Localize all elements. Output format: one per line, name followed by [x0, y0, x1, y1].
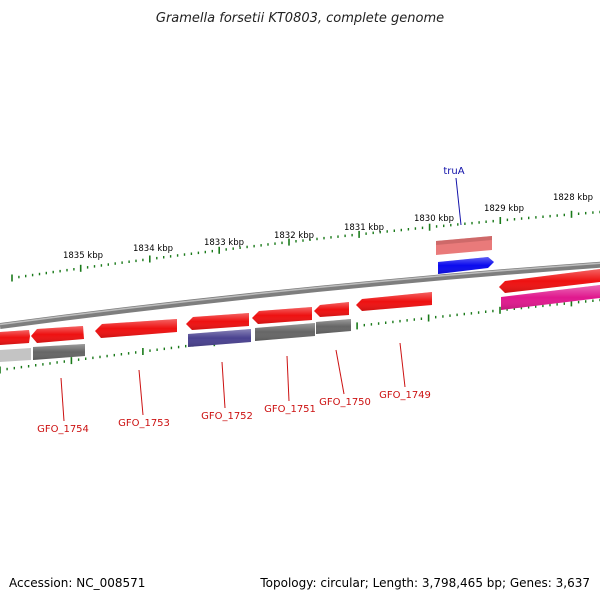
scale-labels: 1835 kbp 1834 kbp 1833 kbp 1832 kbp 1831…	[63, 193, 593, 261]
gene-shade	[255, 323, 315, 341]
map-title: Gramella forsetii KT0803, complete genom…	[156, 11, 444, 26]
forward-genes	[0, 269, 600, 345]
leader-trua	[455, 177, 462, 226]
gene-shade	[356, 292, 432, 311]
accession-text: Accession: NC_008571	[9, 576, 146, 590]
scale-label-1829: 1829 kbp	[484, 204, 524, 214]
reverse-genes	[0, 285, 600, 362]
gene-label-gfo-1749[interactable]: GFO_1749	[379, 390, 431, 401]
scale-label-1833: 1833 kbp	[204, 238, 244, 248]
gene-shade	[186, 313, 249, 330]
trua-features	[436, 236, 494, 274]
gene-label-gfo-1752[interactable]: GFO_1752	[201, 411, 253, 422]
gene-shade	[0, 330, 30, 345]
gene-shade	[316, 319, 351, 334]
gene-shade	[188, 329, 251, 347]
gene-feature[interactable]	[0, 348, 31, 362]
gene-label-trua[interactable]: truA	[443, 166, 464, 177]
trua-rna-shade	[436, 236, 492, 245]
scale-label-1828: 1828 kbp	[553, 193, 593, 203]
gene-labels: truA GFO_1754 GFO_1753 GFO_1752 GFO_1751…	[37, 166, 465, 435]
gene-shade	[95, 319, 177, 338]
gene-label-gfo-1753[interactable]: GFO_1753	[118, 418, 170, 429]
topology-text: Topology: circular; Length: 3,798,465 bp…	[260, 576, 590, 590]
outer-tick-ring	[11, 210, 600, 282]
scale-label-1832: 1832 kbp	[274, 231, 314, 241]
gene-label-gfo-1754[interactable]: GFO_1754	[37, 424, 89, 435]
leader-gfo-1751	[286, 355, 290, 402]
gene-label-gfo-1750[interactable]: GFO_1750	[319, 397, 371, 408]
gene-shade	[31, 326, 84, 343]
scale-label-1830: 1830 kbp	[414, 214, 454, 224]
scale-label-1831: 1831 kbp	[344, 223, 384, 233]
scale-label-1834: 1834 kbp	[133, 244, 173, 254]
scale-label-1835: 1835 kbp	[63, 251, 103, 261]
gene-shade	[499, 269, 600, 293]
gene-label-gfo-1751[interactable]: GFO_1751	[264, 404, 316, 415]
leader-gfo-1750	[335, 349, 345, 395]
gene-shade	[438, 257, 494, 274]
leader-gfo-1753	[138, 369, 144, 416]
gene-shade	[33, 344, 85, 360]
gene-shade	[252, 307, 312, 324]
backbone-highlight	[0, 262, 600, 326]
leader-gfo-1754	[60, 377, 65, 422]
genome-backbone	[0, 261, 600, 329]
gene-shade	[501, 285, 600, 310]
gene-shade	[314, 302, 349, 317]
label-leaders	[60, 177, 462, 422]
leader-gfo-1749	[399, 342, 406, 388]
leader-gfo-1752	[221, 361, 226, 409]
